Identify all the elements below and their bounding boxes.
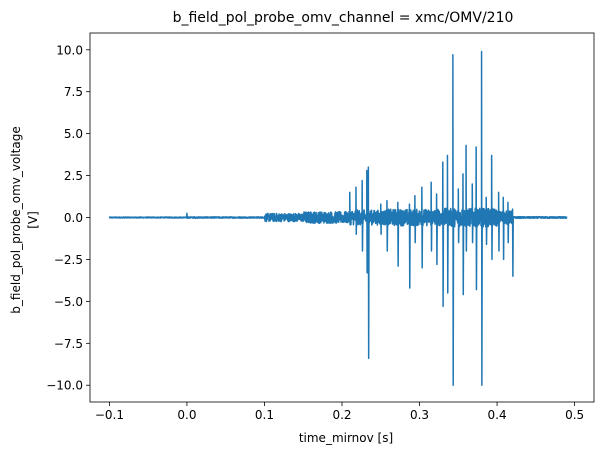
axes-frame xyxy=(89,32,595,403)
series-layer xyxy=(108,50,568,386)
y-tick-label: 2.5 xyxy=(64,169,83,183)
y-axis: −10.0 −7.5 −5.0 −2.5 0.0 2.5 5.0 7.5 10.0 xyxy=(46,43,90,393)
plot-area: −0.1 0.0 0.1 0.2 0.3 0.4 0.5 −10.0 −7.5 −5.0 −2.5… xyxy=(46,32,595,422)
x-axis-label: time_mirnov [s] xyxy=(299,431,393,445)
x-axis: −0.1 0.0 0.1 0.2 0.3 0.4 0.5 xyxy=(95,402,584,422)
y-tick-label: −2.5 xyxy=(54,253,83,267)
chart-title: b_field_pol_probe_omv_channel = xmc/OMV/… xyxy=(173,10,514,26)
y-tick-label: 0.0 xyxy=(64,211,83,225)
y-tick-label: 5.0 xyxy=(64,127,83,141)
x-tick-label: 0.0 xyxy=(177,408,196,422)
y-tick-label: −7.5 xyxy=(54,337,83,351)
y-tick-label: 10.0 xyxy=(56,43,83,57)
y-axis-label-line1: b_field_pol_probe_omv_voltage xyxy=(9,126,23,313)
x-tick-label: 0.5 xyxy=(565,408,584,422)
x-tick-label: −0.1 xyxy=(95,408,124,422)
series-line xyxy=(108,50,568,386)
x-tick-label: 0.3 xyxy=(410,408,429,422)
x-tick-label: 0.2 xyxy=(332,408,351,422)
y-axis-label-line2: [V] xyxy=(26,211,40,229)
y-tick-label: −10.0 xyxy=(46,379,83,393)
x-tick-label: 0.1 xyxy=(255,408,274,422)
x-tick-label: 0.4 xyxy=(488,408,507,422)
y-tick-label: 7.5 xyxy=(64,85,83,99)
y-tick-label: −5.0 xyxy=(54,295,83,309)
